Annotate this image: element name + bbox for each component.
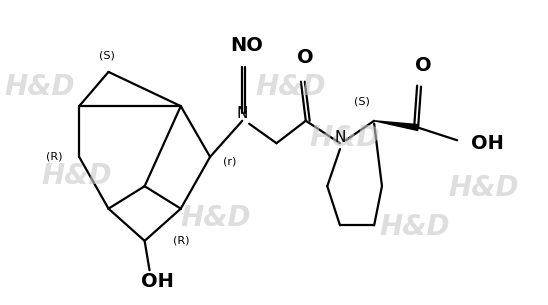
Text: (S): (S) [99,50,115,60]
Text: OH: OH [141,272,174,291]
Text: (R): (R) [173,236,189,246]
Text: H&D: H&D [42,162,112,190]
Text: (S): (S) [355,96,370,106]
Text: (R): (R) [45,152,62,162]
Text: OH: OH [471,134,504,153]
Text: O: O [298,48,314,67]
Text: N: N [237,106,248,121]
Text: H&D: H&D [4,73,75,101]
Text: NO: NO [231,36,264,55]
Text: H&D: H&D [310,124,380,152]
Text: H&D: H&D [448,174,519,202]
Text: O: O [415,56,431,75]
Text: N: N [334,130,346,145]
Text: H&D: H&D [256,73,327,101]
Text: H&D: H&D [379,213,449,241]
Text: H&D: H&D [181,204,252,232]
Polygon shape [374,121,419,131]
Text: (r): (r) [223,157,236,167]
